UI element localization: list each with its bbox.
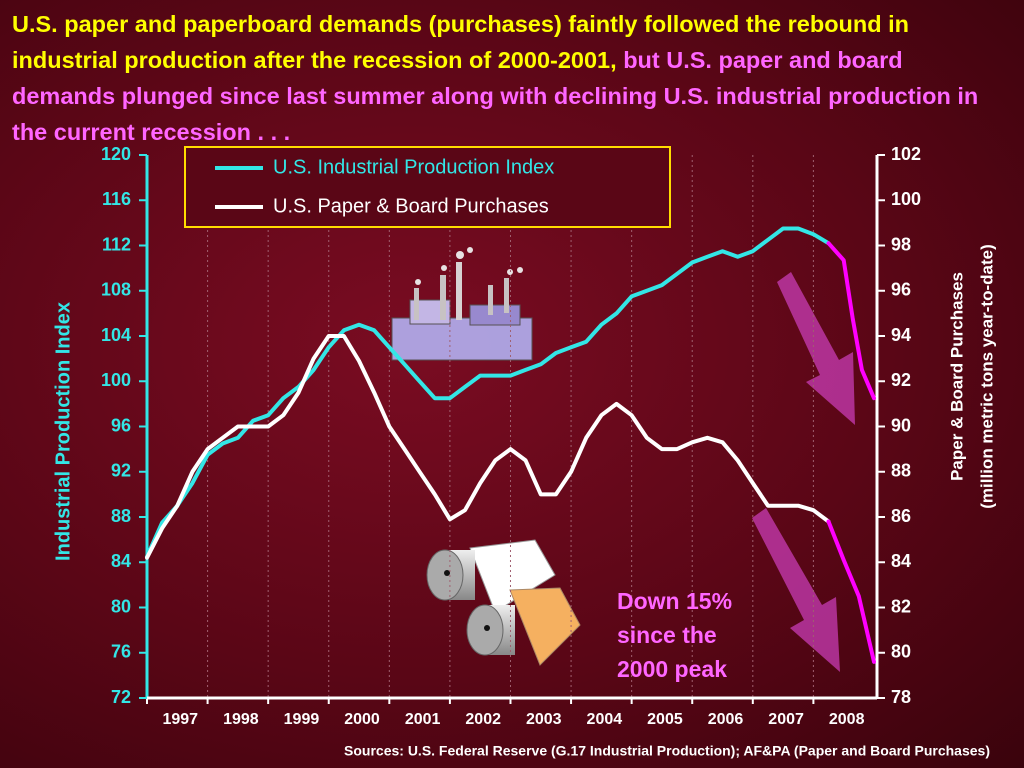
data-line <box>145 226 831 559</box>
y-tick-label: 88 <box>111 506 131 526</box>
paper-rolls-illustration <box>426 539 581 666</box>
y2-tick-label: 84 <box>891 551 911 571</box>
x-tick-label: 2005 <box>647 711 683 728</box>
y-tick-label: 96 <box>111 415 131 435</box>
y-tick-label: 92 <box>111 461 131 481</box>
y2-tick-label: 98 <box>891 234 911 254</box>
y2-tick-label: 86 <box>891 506 911 526</box>
x-tick-label: 2001 <box>405 711 441 728</box>
y2-tick-label: 88 <box>891 461 911 481</box>
annotation: 2000 peak <box>617 656 727 682</box>
y-tick-label: 112 <box>102 234 131 254</box>
x-tick-label: 1998 <box>223 711 259 728</box>
legend-label: U.S. Industrial Production Index <box>273 156 554 178</box>
y-tick-label: 72 <box>111 687 131 707</box>
legend-label: U.S. Paper & Board Purchases <box>273 195 549 217</box>
legend-box <box>184 146 671 228</box>
x-tick-label: 1997 <box>162 711 198 728</box>
data-line-highlight <box>826 241 876 401</box>
x-tick-label: 2006 <box>708 711 744 728</box>
y2-axis-label: Paper & Board Purchases <box>947 272 966 481</box>
x-tick-label: 2004 <box>587 711 623 728</box>
source-note: Sources: U.S. Federal Reserve (G.17 Indu… <box>344 743 990 759</box>
data-line-highlight <box>826 519 876 664</box>
y-axis-label: Industrial Production Index <box>52 302 74 561</box>
y2-tick-label: 92 <box>891 370 911 390</box>
x-tick-label: 2008 <box>829 711 865 728</box>
y2-axis-label: (million metric tons year-to-date) <box>977 244 996 508</box>
x-tick-label: 2007 <box>768 711 804 728</box>
y-tick-label: 100 <box>101 370 131 390</box>
title-part: U.S. paper and paperboard demands (purch… <box>12 11 910 73</box>
factory-illustration <box>391 247 533 361</box>
data-line <box>145 334 831 560</box>
annotation: since the <box>617 622 717 648</box>
y-tick-label: 80 <box>111 596 131 616</box>
y2-tick-label: 80 <box>891 642 911 662</box>
y2-tick-label: 90 <box>891 415 911 435</box>
y2-tick-label: 78 <box>891 687 911 707</box>
y-tick-label: 76 <box>111 642 131 662</box>
x-tick-label: 2002 <box>465 711 501 728</box>
y2-tick-label: 102 <box>891 144 921 164</box>
y-tick-label: 84 <box>111 551 131 571</box>
arrow <box>752 272 855 672</box>
y2-tick-label: 96 <box>891 280 911 300</box>
y2-tick-label: 82 <box>891 596 911 616</box>
y-tick-label: 116 <box>102 189 131 209</box>
chart-title: U.S. paper and paperboard demands (purch… <box>12 6 1012 150</box>
x-tick-label: 2003 <box>526 711 562 728</box>
x-tick-label: 1999 <box>284 711 320 728</box>
y-tick-label: 108 <box>101 280 131 300</box>
x-tick-label: 2000 <box>344 711 380 728</box>
title-part: but U.S. paper and board demands plunged… <box>12 47 979 145</box>
y2-tick-label: 94 <box>891 325 911 345</box>
annotation: Down 15% <box>617 588 732 614</box>
y-tick-label: 104 <box>101 325 131 345</box>
y-tick-label: 120 <box>101 144 131 164</box>
y2-tick-label: 100 <box>891 189 921 209</box>
